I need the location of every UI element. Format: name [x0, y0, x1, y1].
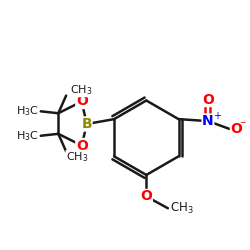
Text: CH$_3$: CH$_3$ [170, 201, 194, 216]
Text: CH$_3$: CH$_3$ [70, 83, 92, 97]
Text: N: N [202, 114, 214, 128]
Text: CH$_3$: CH$_3$ [66, 150, 88, 164]
Text: $^-$: $^-$ [238, 120, 248, 130]
Text: O: O [202, 92, 214, 106]
Text: +: + [213, 111, 221, 121]
Text: H$_3$C: H$_3$C [16, 129, 39, 143]
Text: O: O [76, 94, 88, 108]
Text: O: O [230, 122, 242, 136]
Text: H$_3$C: H$_3$C [16, 104, 39, 118]
Text: O: O [140, 190, 152, 203]
Text: B: B [81, 117, 92, 131]
Text: O: O [76, 138, 88, 152]
